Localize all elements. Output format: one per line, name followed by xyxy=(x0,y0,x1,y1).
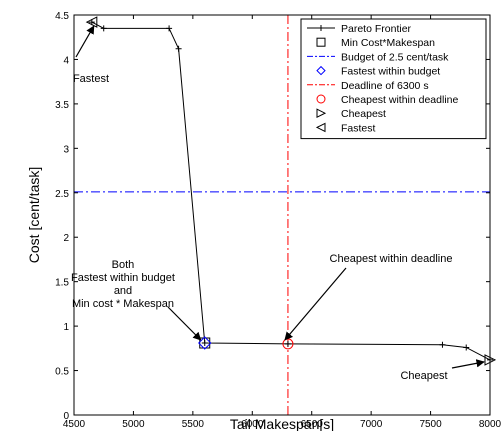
legend-label: Budget of 2.5 cent/task xyxy=(341,51,449,63)
annotation-arrow xyxy=(451,359,485,369)
frontier-point xyxy=(100,25,107,32)
legend-label: Min Cost*Makespan xyxy=(341,37,435,49)
annotation-line: Cheapest xyxy=(400,370,447,382)
annotation-line: and xyxy=(114,285,132,297)
legend-label: Deadline of 6300 s xyxy=(341,80,429,92)
legend-swatch-marker xyxy=(315,122,326,133)
x-tick-label: 4500 xyxy=(63,419,86,430)
frontier-point xyxy=(439,341,446,348)
annotation-both: Both Fastest within budget and Min cost * M… xyxy=(71,259,175,310)
y-tick-label: 4 xyxy=(63,55,69,66)
frontier-point xyxy=(284,340,291,347)
annotation-line: Both xyxy=(112,259,135,271)
legend-swatch-marker xyxy=(316,37,326,47)
legend-swatch-marker xyxy=(316,65,326,76)
x-tick-label: 7000 xyxy=(360,419,383,430)
annotation-line: Fastest xyxy=(73,73,109,85)
y-tick-label: 0.5 xyxy=(55,367,69,378)
legend-label: Pareto Frontier xyxy=(341,23,412,35)
frontier-point xyxy=(201,340,208,346)
annotation-line: Cheapest within deadline xyxy=(330,253,453,265)
fastest-within-budget-marker xyxy=(198,336,212,350)
legend-swatch-marker xyxy=(316,94,326,104)
legend-swatch-marker xyxy=(318,25,324,31)
x-tick-label: 6500 xyxy=(301,419,324,430)
x-tick-label: 5500 xyxy=(182,419,205,430)
x-tick-label: 7500 xyxy=(419,419,442,430)
legend-label: Cheapest xyxy=(341,108,386,120)
annotation-fastest: Fastest xyxy=(73,73,109,85)
x-tick-label: 8000 xyxy=(479,419,502,430)
frontier-point xyxy=(463,344,470,351)
fastest-marker xyxy=(85,16,98,28)
legend-swatch-marker xyxy=(316,108,327,119)
y-tick-label: 0 xyxy=(63,411,69,422)
legend-label: Fastest within budget xyxy=(341,66,440,78)
annotation-arrow xyxy=(167,306,202,341)
legend-label: Fastest xyxy=(341,122,376,134)
frontier-point xyxy=(175,45,182,52)
annotation-cheapest-within-deadline: Cheapest within deadline xyxy=(330,253,453,265)
x-axis-label: Tail Makespan[s] xyxy=(230,416,334,431)
y-tick-label: 4.5 xyxy=(55,11,69,22)
y-tick-label: 1 xyxy=(63,322,69,333)
x-tick-label: 6000 xyxy=(241,419,264,430)
x-tick-label: 5000 xyxy=(122,419,145,430)
annotation-arrow xyxy=(284,267,347,341)
y-tick-label: 2 xyxy=(63,233,69,244)
legend-box xyxy=(300,18,487,140)
y-tick-label: 3.5 xyxy=(55,100,69,111)
frontier-point xyxy=(166,25,173,32)
annotation-line: Min cost * Makespan xyxy=(72,298,174,310)
y-tick-label: 1.5 xyxy=(55,278,69,289)
annotation-arrow xyxy=(75,25,95,58)
y-tick-label: 3 xyxy=(63,144,69,155)
y-axis-label: Cost [cent/task] xyxy=(26,167,42,263)
annotation-line: Fastest within budget xyxy=(71,272,175,284)
annotation-cheapest: Cheapest xyxy=(400,370,447,382)
min-cost-makespan-marker xyxy=(199,337,211,349)
axes-frame xyxy=(73,14,491,416)
legend-label: Cheapest within deadline xyxy=(341,94,458,106)
y-tick-label: 2.5 xyxy=(55,189,69,200)
